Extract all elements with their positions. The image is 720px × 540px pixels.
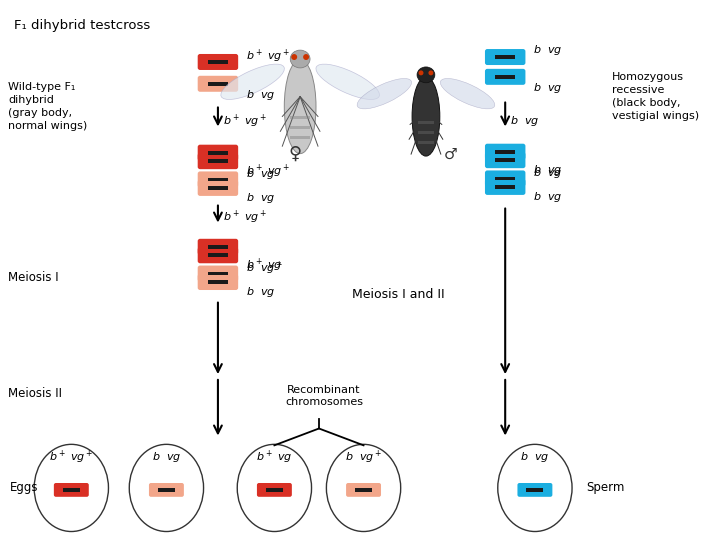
Bar [290,136,310,139]
Bar [208,186,228,190]
Text: $b\ \ vg$: $b\ \ vg$ [533,43,562,57]
Bar [208,245,228,249]
Text: $b\ \ vg$: $b\ \ vg$ [246,167,275,181]
FancyBboxPatch shape [485,171,526,186]
Bar [495,177,515,180]
Bar [208,272,228,275]
FancyBboxPatch shape [198,180,238,196]
Ellipse shape [290,50,310,68]
FancyBboxPatch shape [198,153,238,169]
FancyBboxPatch shape [198,266,238,281]
Text: $b\ \ vg$: $b\ \ vg$ [246,285,275,299]
FancyBboxPatch shape [149,483,184,497]
Text: Homozygous
recessive
(black body,
vestigial wings): Homozygous recessive (black body, vestig… [612,72,699,122]
Text: $b\ \ vg$: $b\ \ vg$ [533,163,562,177]
FancyBboxPatch shape [485,179,526,195]
Text: $b\ \ vg$: $b\ \ vg$ [520,450,549,464]
Bar [208,159,228,163]
FancyBboxPatch shape [198,76,238,92]
Bar [355,488,372,491]
Text: $b^+\ vg^+$: $b^+\ vg^+$ [246,163,290,180]
Bar [208,178,228,181]
Bar [495,55,515,59]
FancyBboxPatch shape [257,483,292,497]
Bar [495,75,515,79]
Bar [495,150,515,153]
FancyBboxPatch shape [485,69,526,85]
Text: $b^+\ vg$: $b^+\ vg$ [246,256,282,274]
Ellipse shape [238,444,312,531]
Bar [526,488,544,491]
FancyBboxPatch shape [54,483,89,497]
Bar [63,488,80,491]
Bar [418,141,434,144]
Ellipse shape [284,59,316,153]
Text: Meiosis II: Meiosis II [8,387,62,400]
FancyBboxPatch shape [485,144,526,160]
Text: Sperm: Sperm [586,482,625,495]
Text: Wild-type F₁
dihybrid
(gray body,
normal wings): Wild-type F₁ dihybrid (gray body, normal… [8,82,87,131]
Text: $b\ \ vg$: $b\ \ vg$ [246,87,275,102]
FancyBboxPatch shape [198,274,238,290]
Ellipse shape [221,64,284,99]
Bar [208,82,228,86]
FancyBboxPatch shape [198,145,238,161]
Ellipse shape [34,444,109,531]
Bar [290,126,310,130]
Text: $b^+\ vg^+$: $b^+\ vg^+$ [223,113,267,130]
Ellipse shape [357,78,412,109]
Text: $b^+\ vg^+$: $b^+\ vg^+$ [49,449,94,466]
Text: Eggs: Eggs [10,482,38,495]
Text: F₁ dihybrid testcross: F₁ dihybrid testcross [14,19,150,32]
Ellipse shape [291,54,297,60]
Text: $b\ \ vg$: $b\ \ vg$ [152,450,181,464]
Text: $b^+\ vg$: $b^+\ vg$ [256,449,292,466]
Bar [495,185,515,189]
Text: Recombinant
chromosomes: Recombinant chromosomes [285,385,363,407]
Text: $b^+\ vg^+$: $b^+\ vg^+$ [246,48,290,65]
FancyBboxPatch shape [198,171,238,187]
Text: ♀: ♀ [289,145,302,163]
Ellipse shape [441,78,495,109]
FancyBboxPatch shape [485,49,526,65]
Ellipse shape [316,64,379,99]
Ellipse shape [130,444,204,531]
Text: $b\ \ vg^+$: $b\ \ vg^+$ [345,449,382,466]
Bar [418,122,434,124]
Bar [208,151,228,154]
Bar [208,280,228,284]
Text: $b\ \ vg^+$: $b\ \ vg^+$ [246,259,283,276]
Ellipse shape [326,444,401,531]
Ellipse shape [303,54,309,60]
Ellipse shape [428,70,433,76]
Bar [208,60,228,64]
Text: $b\ \ vg$: $b\ \ vg$ [533,81,562,94]
Ellipse shape [498,444,572,531]
Bar [158,488,175,491]
Ellipse shape [412,77,440,156]
Text: $b\ \ vg$: $b\ \ vg$ [533,190,562,204]
Ellipse shape [418,70,423,76]
Text: $b\ \ vg$: $b\ \ vg$ [246,191,275,205]
Text: ♂: ♂ [444,146,457,161]
Bar [208,253,228,257]
Bar [418,131,434,134]
FancyBboxPatch shape [518,483,552,497]
FancyBboxPatch shape [198,54,238,70]
Text: Meiosis I and II: Meiosis I and II [351,288,444,301]
Text: $b\ \ vg$: $b\ \ vg$ [533,166,562,180]
Bar [290,117,310,119]
Text: $b^+\ vg^+$: $b^+\ vg^+$ [223,209,267,226]
Text: $b\ \ vg$: $b\ \ vg$ [510,114,540,129]
Ellipse shape [417,67,435,83]
Bar [495,158,515,162]
FancyBboxPatch shape [346,483,381,497]
FancyBboxPatch shape [198,247,238,264]
FancyBboxPatch shape [198,239,238,255]
Bar [266,488,283,491]
Text: Meiosis I: Meiosis I [8,272,58,285]
FancyBboxPatch shape [485,152,526,168]
